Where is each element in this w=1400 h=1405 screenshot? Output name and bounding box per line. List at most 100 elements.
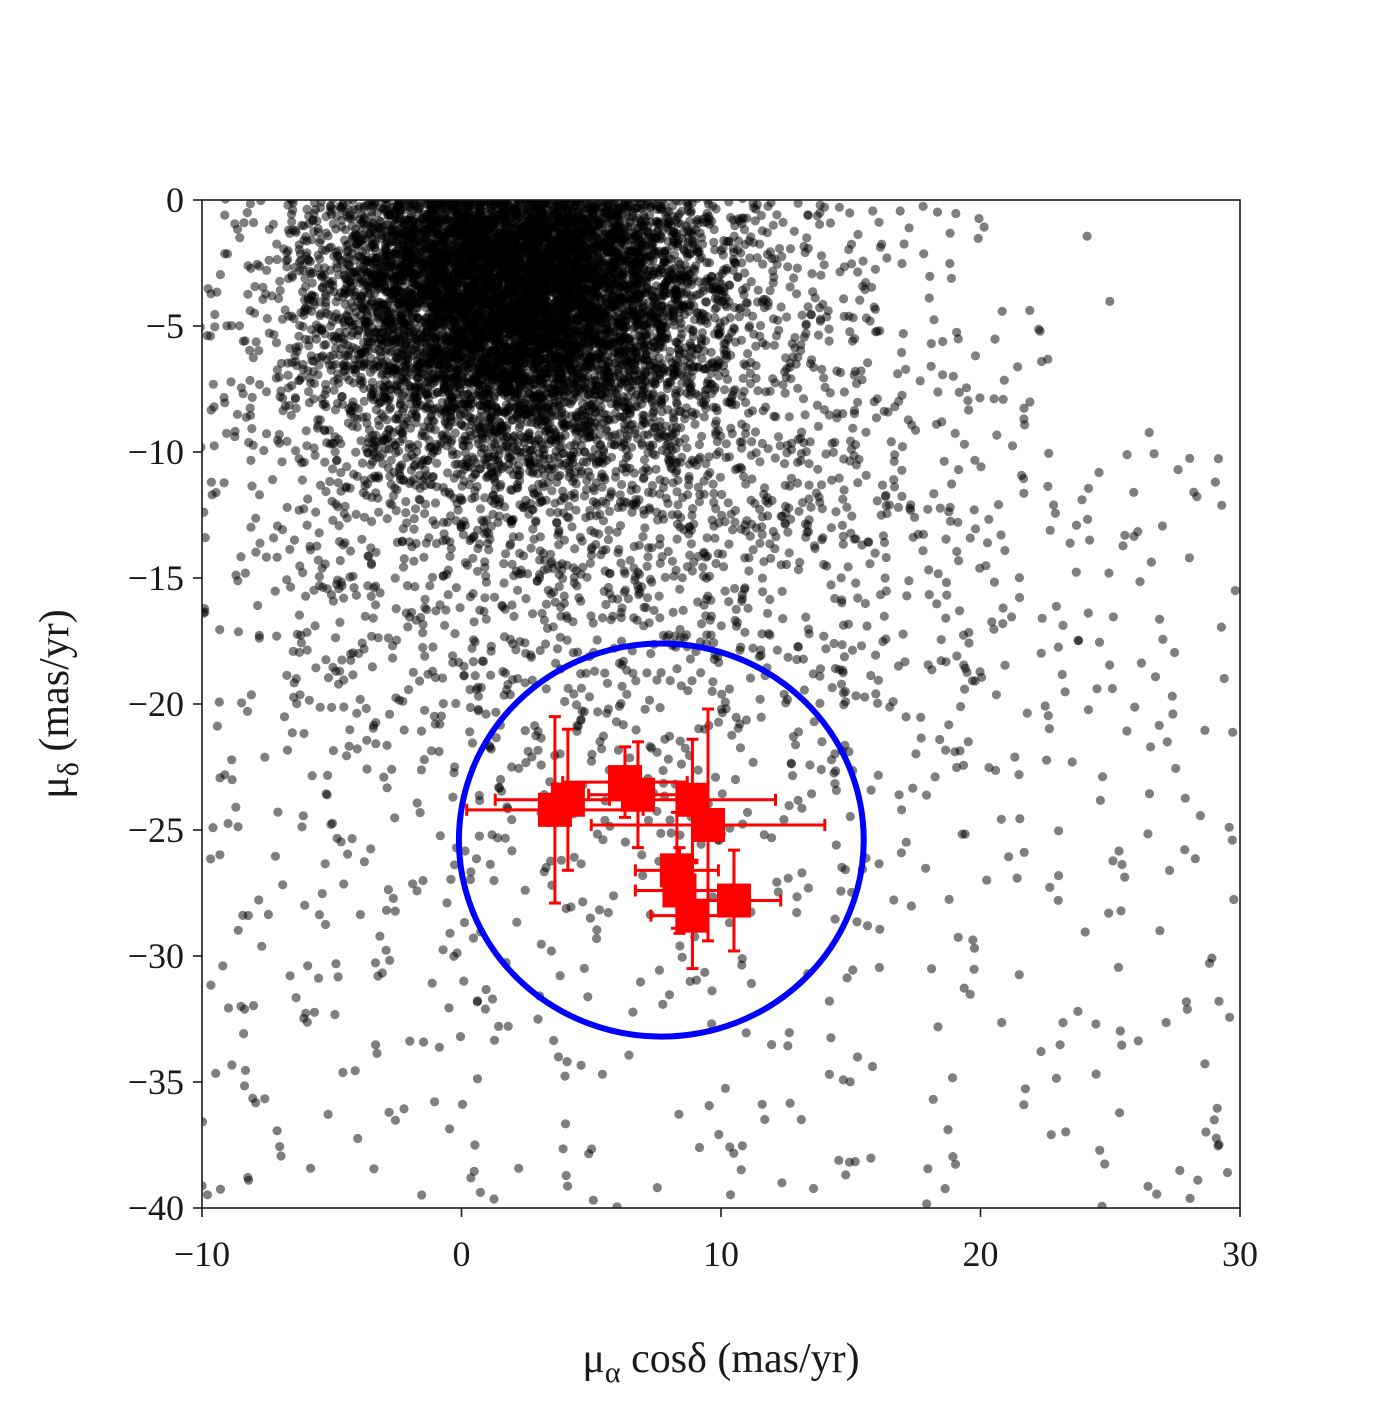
field-star-point [561, 200, 565, 201]
field-star-point [491, 186, 500, 195]
field-star-point [358, 189, 367, 198]
field-star-point [492, 190, 501, 199]
field-star-point [755, 321, 766, 331]
field-star-point [762, 228, 772, 238]
field-star-point [446, 183, 455, 192]
field-star-point [664, 188, 673, 197]
field-star-point [541, 183, 550, 192]
field-star-point [321, 486, 331, 497]
field-star-point [632, 190, 641, 199]
field-star-point [421, 188, 430, 197]
field-star-point [530, 186, 539, 195]
field-star-point [593, 183, 602, 192]
field-star-point [575, 185, 584, 194]
field-star-point [505, 189, 514, 198]
field-star-point [578, 190, 587, 199]
field-star-point [283, 370, 293, 380]
field-star-point [440, 184, 449, 193]
field-star-point [440, 183, 449, 192]
field-star-point [816, 270, 826, 280]
field-star-point [444, 184, 453, 193]
field-star-point [202, 442, 206, 452]
field-star-point [510, 191, 519, 200]
field-star-point [539, 189, 548, 198]
field-star-point [797, 190, 806, 199]
field-star-point [569, 188, 578, 197]
field-star-point [469, 190, 478, 199]
field-star-point [210, 309, 220, 320]
field-star-point [870, 264, 881, 274]
field-star-point [441, 188, 450, 197]
field-star-point [320, 457, 330, 467]
field-star-point [441, 186, 450, 195]
field-star-point [282, 436, 292, 446]
field-star-point [583, 187, 592, 196]
field-star-point [774, 243, 785, 254]
field-star-point [778, 217, 788, 227]
field-star-point [514, 188, 523, 197]
field-star-point [614, 190, 623, 199]
field-star-point [243, 261, 253, 271]
field-star-point [747, 474, 757, 484]
field-star-point [494, 187, 503, 196]
field-star-point [522, 186, 531, 195]
field-star-point [365, 186, 374, 195]
field-star-point [699, 412, 709, 422]
field-star-point [499, 186, 508, 195]
field-star-point [771, 189, 780, 198]
field-star-point [615, 185, 624, 194]
field-star-point [516, 452, 526, 462]
field-star-point [492, 185, 501, 194]
field-star-point [447, 189, 456, 198]
field-star-point [544, 191, 553, 200]
field-star-point [407, 188, 416, 197]
field-star-point [498, 185, 507, 194]
field-star-point [639, 455, 650, 465]
field-star-point [433, 185, 442, 194]
field-star-point [644, 190, 653, 199]
field-star-point [605, 185, 614, 194]
field-star-point [495, 189, 504, 198]
field-star-point [599, 184, 608, 193]
field-star-point [675, 187, 684, 196]
field-star-point [498, 189, 507, 198]
field-star-point [745, 253, 755, 263]
field-star-point [404, 190, 413, 199]
field-star-point [740, 268, 750, 278]
field-star-point [333, 478, 343, 488]
field-star-point [483, 187, 492, 196]
field-star-point [616, 187, 625, 196]
field-star-point [807, 269, 817, 279]
field-star-point [619, 185, 628, 194]
field-star-point [529, 188, 538, 197]
field-star-point [447, 187, 456, 196]
field-star-point [423, 183, 432, 192]
field-star-point [202, 322, 205, 332]
field-star-point [309, 443, 319, 453]
field-star-point [752, 253, 762, 263]
field-star-point [578, 189, 587, 198]
field-star-point [243, 289, 253, 299]
field-star-point [406, 189, 415, 198]
field-star-point [715, 472, 726, 482]
field-star-point [662, 190, 671, 199]
field-star-point [250, 308, 260, 318]
field-star-point [681, 200, 685, 201]
field-star-point [468, 189, 477, 198]
field-star-point [531, 185, 540, 194]
field-star-point [515, 200, 518, 201]
field-star-point [488, 190, 497, 199]
field-star-point [817, 364, 827, 374]
field-star-point [560, 190, 569, 199]
field-star-point [671, 385, 682, 395]
field-star-point [602, 190, 611, 199]
field-star-point [635, 189, 644, 198]
field-star-point [426, 185, 435, 194]
field-star-point [477, 187, 486, 196]
field-star-point [512, 185, 521, 194]
field-star-point [556, 187, 565, 196]
field-star-point [433, 200, 436, 201]
field-star-point [249, 218, 259, 228]
field-star-point [533, 188, 542, 197]
field-star-point [845, 208, 855, 218]
